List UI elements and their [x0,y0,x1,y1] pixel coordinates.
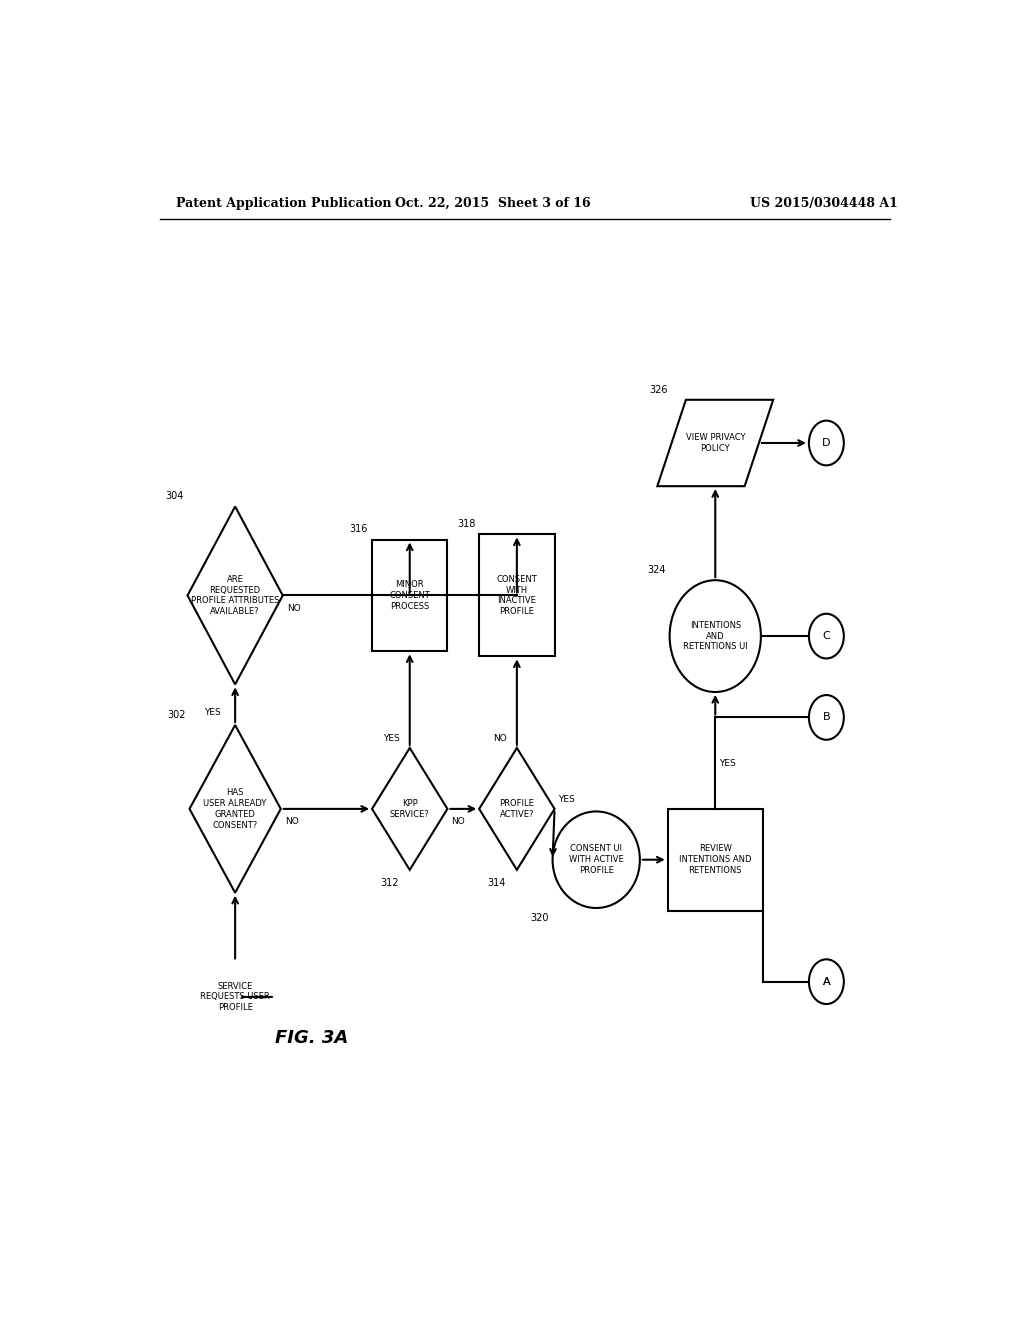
Bar [372,540,447,651]
Text: 316: 316 [349,524,368,535]
Text: PROFILE
ACTIVE?: PROFILE ACTIVE? [500,799,535,818]
Text: 324: 324 [647,565,666,576]
Text: 314: 314 [487,878,506,888]
Text: YES: YES [383,734,400,743]
Text: 320: 320 [530,913,549,923]
Bar [668,809,763,911]
Text: D: D [822,438,830,447]
Text: US 2015/0304448 A1: US 2015/0304448 A1 [750,197,898,210]
Text: A: A [822,977,830,986]
Text: CONSENT UI
WITH ACTIVE
PROFILE: CONSENT UI WITH ACTIVE PROFILE [569,845,624,875]
Text: C: C [822,631,830,642]
Text: 304: 304 [165,491,183,502]
Text: A: A [822,977,830,986]
Text: NO: NO [287,603,300,612]
Text: SERVICE
REQUESTS USER
PROFILE: SERVICE REQUESTS USER PROFILE [201,982,270,1012]
Text: NO: NO [452,817,465,826]
Text: 312: 312 [380,878,398,888]
Text: MINOR
CONSENT
PROCESS: MINOR CONSENT PROCESS [389,581,430,611]
Text: VIEW PRIVACY
POLICY: VIEW PRIVACY POLICY [685,433,745,453]
Text: 318: 318 [457,519,475,529]
Text: Patent Application Publication: Patent Application Publication [176,197,391,210]
Text: 326: 326 [649,384,668,395]
Text: B: B [822,713,830,722]
Text: Oct. 22, 2015  Sheet 3 of 16: Oct. 22, 2015 Sheet 3 of 16 [395,197,591,210]
Text: KPP
SERVICE?: KPP SERVICE? [390,799,430,818]
Text: INTENTIONS
AND
RETENTIONS UI: INTENTIONS AND RETENTIONS UI [683,620,748,651]
Text: NO: NO [494,734,507,743]
Text: HAS
USER ALREADY
GRANTED
CONSENT?: HAS USER ALREADY GRANTED CONSENT? [204,788,267,829]
Text: ARE
REQUESTED
PROFILE ATTRIBUTES
AVAILABLE?: ARE REQUESTED PROFILE ATTRIBUTES AVAILAB… [190,574,280,616]
Text: FIG. 3A: FIG. 3A [274,1028,348,1047]
Text: YES: YES [719,759,736,768]
Text: CONSENT
WITH
INACTIVE
PROFILE: CONSENT WITH INACTIVE PROFILE [497,574,538,616]
Text: REVIEW
INTENTIONS AND
RETENTIONS: REVIEW INTENTIONS AND RETENTIONS [679,845,752,875]
Text: 302: 302 [167,710,185,719]
Text: YES: YES [558,795,575,804]
Text: NO: NO [285,817,298,826]
Text: YES: YES [204,708,221,717]
Bar [479,535,555,656]
